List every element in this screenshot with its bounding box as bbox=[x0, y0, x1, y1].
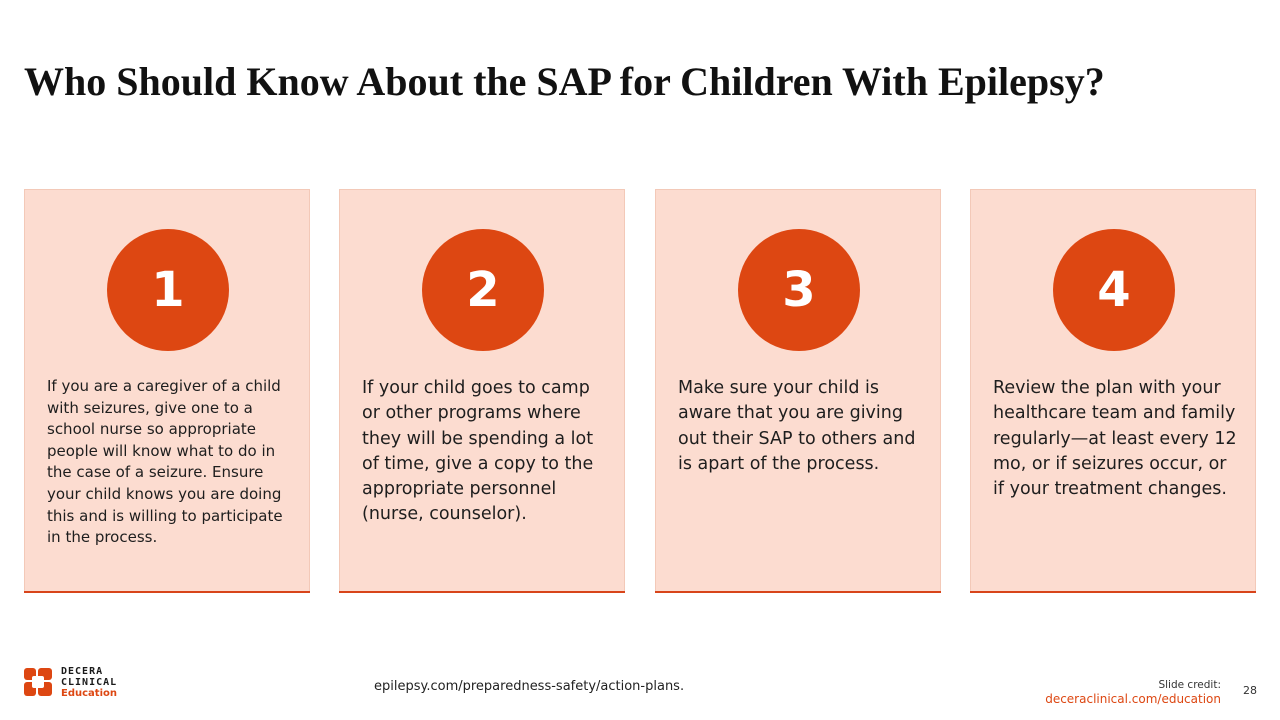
slide-credit-link[interactable]: deceraclinical.com/education bbox=[1045, 692, 1221, 706]
decera-logo: DECERA CLINICAL Education bbox=[24, 666, 144, 700]
number-badge-2: 2 bbox=[422, 229, 544, 351]
card-4-text: Review the plan with your healthcare tea… bbox=[993, 378, 1237, 500]
reference-link[interactable]: epilepsy.com/preparedness-safety/action-… bbox=[374, 679, 685, 694]
logo-text-decera: DECERA bbox=[61, 666, 104, 677]
number-badge-3: 3 bbox=[738, 229, 860, 351]
number-badge-4: 4 bbox=[1053, 229, 1175, 351]
card-3-text: Make sure your child is aware that you a… bbox=[678, 378, 916, 474]
card-4: 4 Review the plan with your healthcare t… bbox=[970, 189, 1256, 593]
number-badge-1: 1 bbox=[107, 229, 229, 351]
slide-title: Who Should Know About the SAP for Childr… bbox=[24, 59, 1105, 104]
page-number: 28 bbox=[1243, 684, 1257, 697]
card-1-text: If you are a caregiver of a child with s… bbox=[47, 377, 283, 547]
card-1: 1 If you are a caregiver of a child with… bbox=[24, 189, 310, 593]
decera-logo-icon bbox=[24, 668, 52, 696]
card-3: 3 Make sure your child is aware that you… bbox=[655, 189, 941, 593]
slide-credit-label: Slide credit: bbox=[1158, 679, 1221, 691]
logo-text-education: Education bbox=[61, 688, 117, 699]
slide-credit: Slide credit: deceraclinical.com/educati… bbox=[1045, 678, 1221, 706]
card-2-text: If your child goes to camp or other prog… bbox=[362, 378, 594, 525]
logo-text-clinical: CLINICAL bbox=[61, 677, 118, 688]
card-2: 2 If your child goes to camp or other pr… bbox=[339, 189, 625, 593]
